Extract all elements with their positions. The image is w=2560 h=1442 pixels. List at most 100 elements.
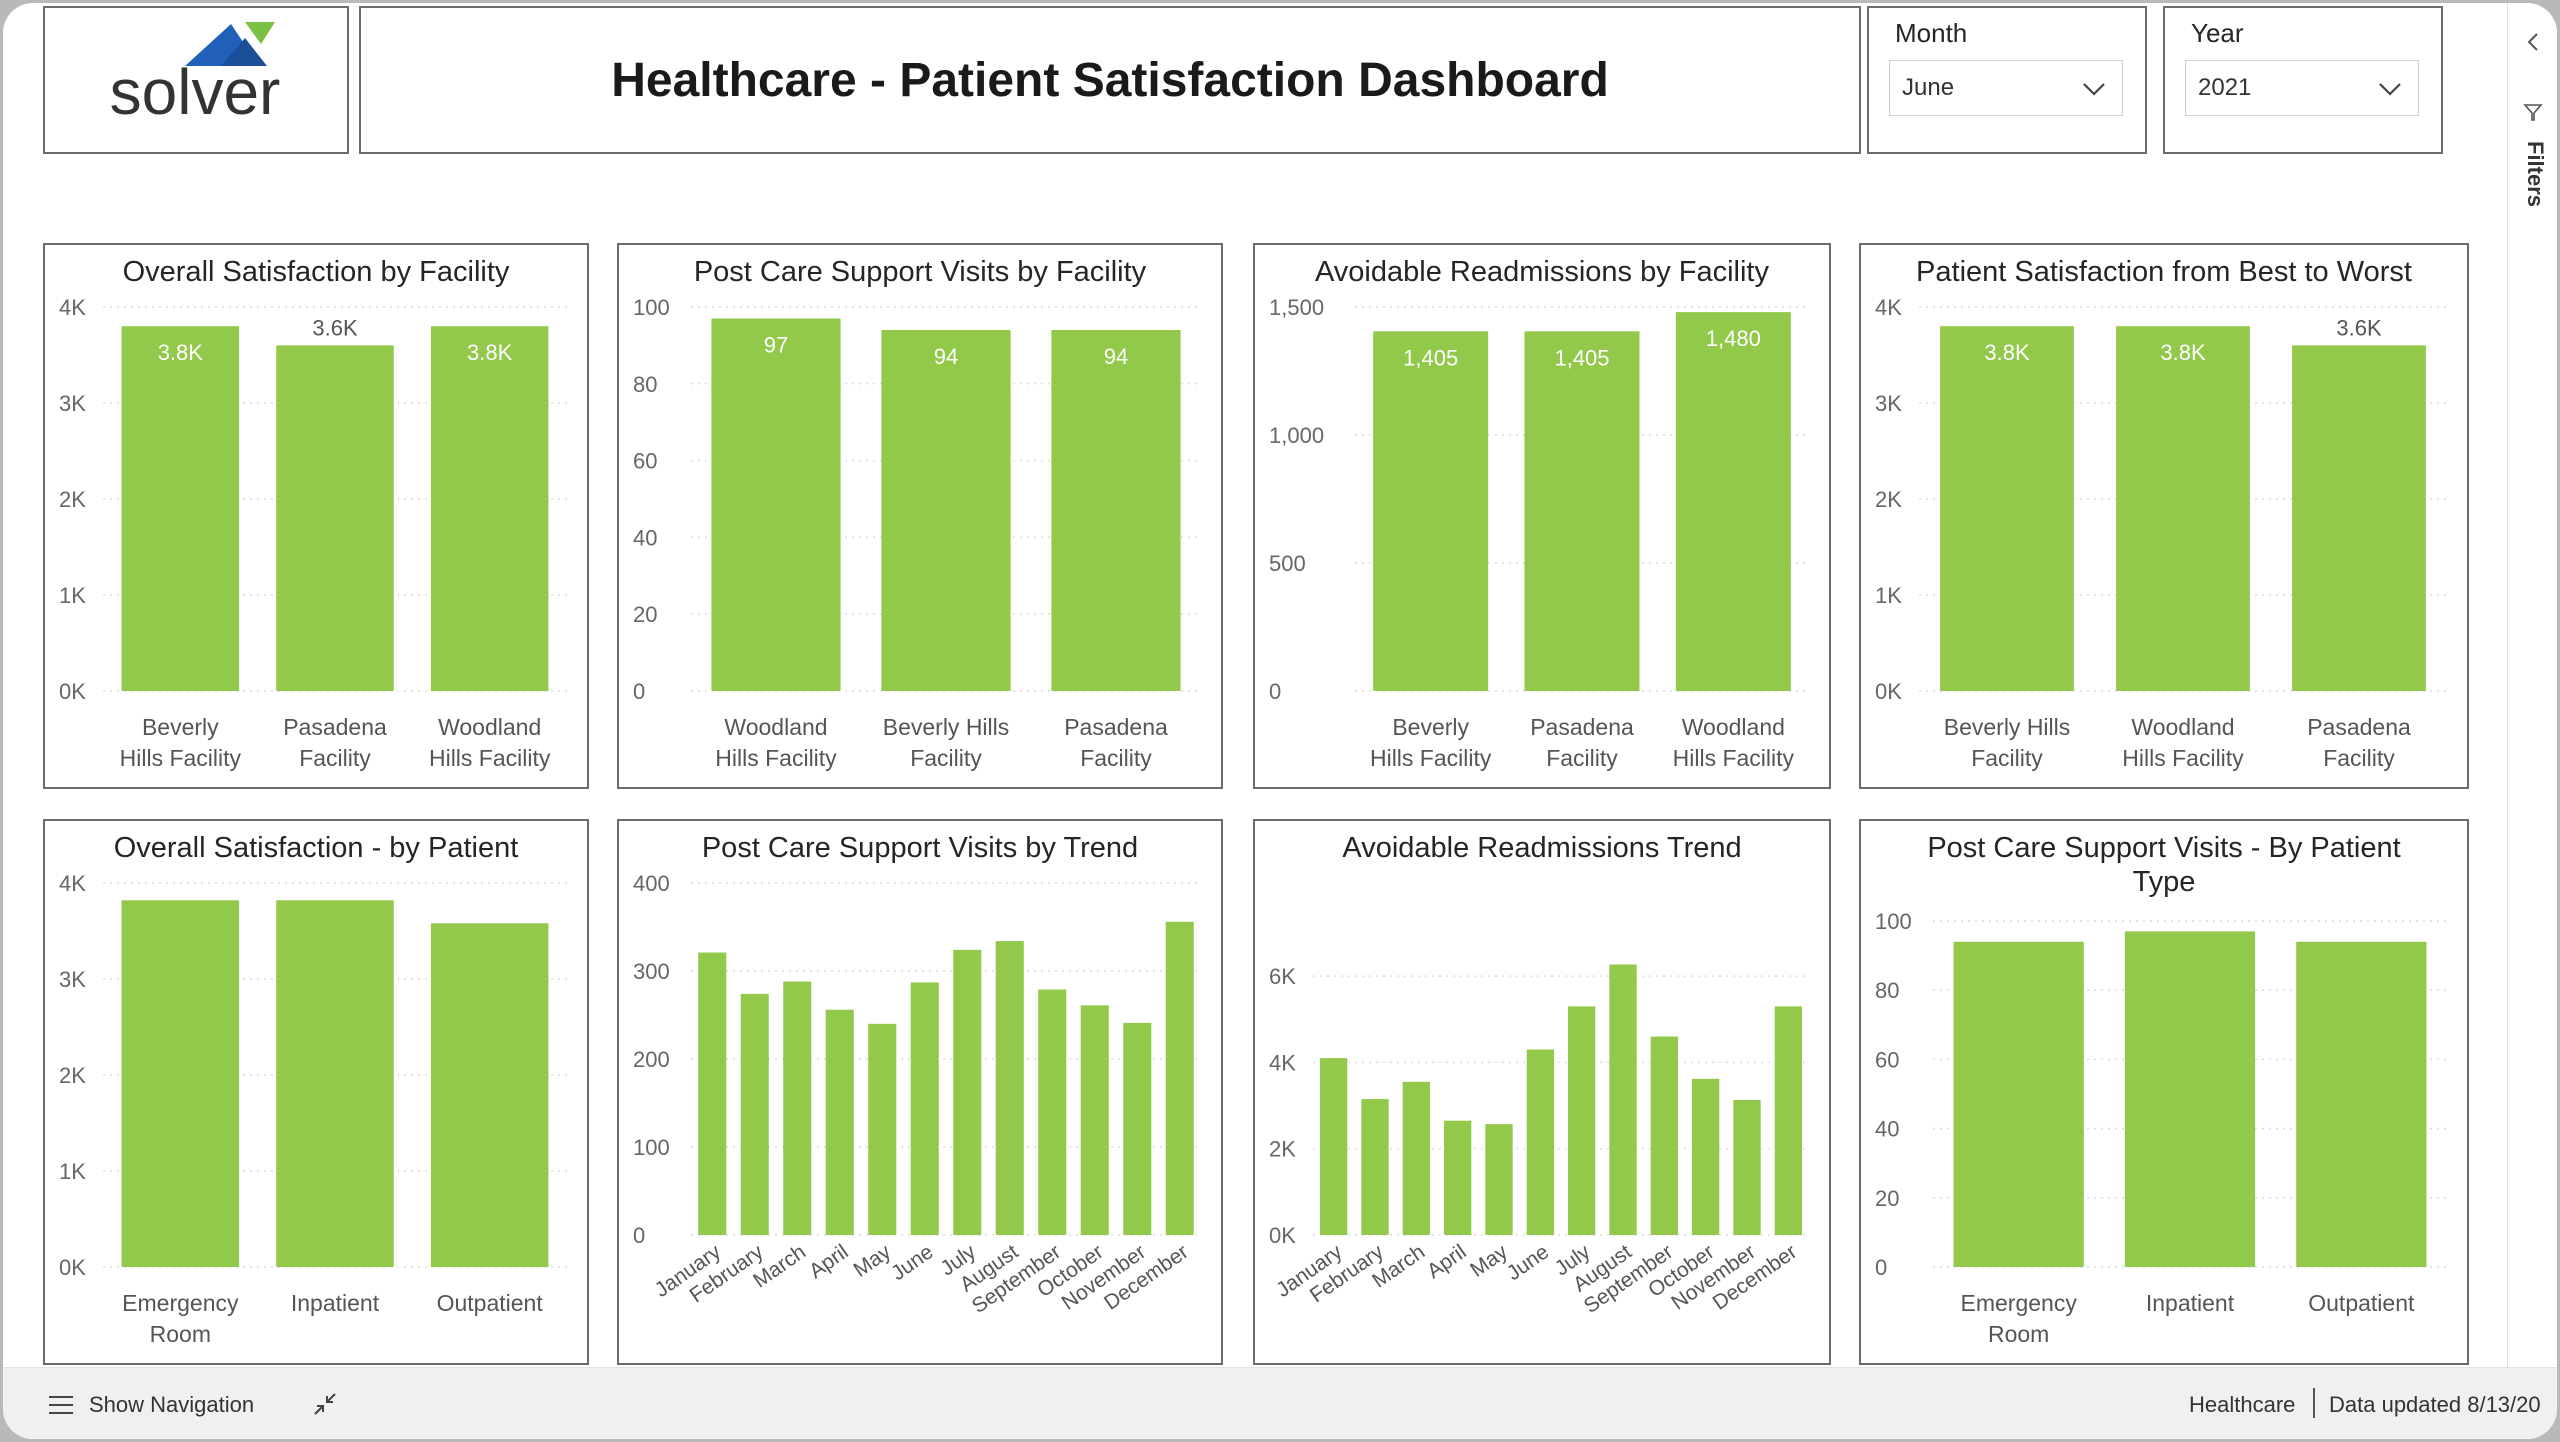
y-tick-label: 2K [1269,1137,1296,1162]
chart-title: Avoidable Readmissions by Facility [1315,256,1770,288]
y-tick-label: 0 [633,1223,645,1248]
x-tick-label: Room [1988,1321,2049,1347]
y-tick-label: 40 [633,525,657,550]
y-tick-label: 40 [1875,1117,1899,1142]
x-tick-label: Hills Facility [1370,745,1492,771]
month-slicer-label: Month [1895,18,1968,48]
bar-beverly-hills-facility [1940,326,2074,691]
y-tick-label: 200 [633,1047,670,1072]
y-tick-label: 2K [59,487,86,512]
data-label: 97 [764,333,788,358]
y-tick-label: 100 [633,1135,670,1160]
month-dropdown[interactable]: June [1889,60,2123,116]
x-tick-label: June [1503,1240,1554,1285]
x-tick-label: Beverly [1392,714,1469,740]
x-tick-label: April [805,1240,853,1283]
data-label: 3.8K [1984,340,2030,365]
x-tick-label: Pasadena [1064,714,1168,740]
bar-january [698,952,727,1235]
chart-avoidable-readmissions-trend[interactable]: Avoidable Readmissions Trend 0K 2K 4K 6K Janu… [1253,819,1831,1365]
logo-text: solver [110,56,281,128]
y-tick-label: 1K [1875,583,1902,608]
x-tick-label: Emergency [122,1290,239,1316]
year-dropdown[interactable]: 2021 [2185,60,2419,116]
bar-pasadena-facility [2292,345,2426,691]
bar-woodland-hills-facility [2116,326,2250,691]
dashboard-frame: solver Healthcare - Patient Satisfaction… [3,3,2557,1439]
filters-pane[interactable]: Filters [2507,3,2557,1367]
chart-overall-satisfaction-by-facility[interactable]: Overall Satisfaction by Facility 0K 1K 2K 3K… [43,243,589,789]
hamburger-menu-icon[interactable] [47,1394,75,1416]
chart-post-care-visits-by-patient-type[interactable]: Post Care Support Visits - By Patient Typ… [1859,819,2469,1365]
title-box: Healthcare - Patient Satisfaction Dashbo… [359,6,1861,154]
x-tick-label: Facility [910,745,982,771]
bar-woodland-hills-facility [711,318,841,691]
chevron-down-icon [2083,83,2105,96]
y-tick-label: 80 [1875,978,1899,1003]
chart-satisfaction-best-to-worst[interactable]: Patient Satisfaction from Best to Worst 0… [1859,243,2469,789]
y-tick-label: 3K [1875,391,1902,416]
y-tick-label: 0K [59,679,86,704]
bar-september [1650,1036,1678,1235]
y-tick-label: 0 [633,679,645,704]
chart-post-care-visits-by-facility[interactable]: Post Care Support Visits by Facility 0 20 4… [617,243,1223,789]
filters-label: Filters [2523,141,2548,208]
year-slicer: Year 2021 [2163,6,2443,154]
x-tick-label: Inpatient [2146,1290,2235,1316]
y-tick-label: 4K [59,295,86,320]
data-label: 3.8K [158,340,204,365]
bar-april [1444,1120,1472,1235]
bar-may [868,1023,897,1235]
bar-august [1609,964,1637,1235]
collapse-chevron-icon[interactable] [2522,31,2544,53]
bar-march [783,981,812,1235]
bar-emergency-room [121,900,240,1267]
data-label: 94 [934,344,958,369]
chart-post-care-visits-trend[interactable]: Post Care Support Visits by Trend 0 100 200… [617,819,1223,1365]
data-label: 1,405 [1403,345,1458,370]
x-tick-label: Beverly Hills [1944,714,2071,740]
x-tick-label: Woodland [1682,714,1785,740]
bar-april [825,1009,854,1235]
bar-beverly-hills-facility [121,326,240,691]
bar-outpatient [430,923,549,1267]
y-tick-label: 3K [59,391,86,416]
bar-june [1526,1049,1554,1235]
chart-avoidable-readmissions-by-facility[interactable]: Avoidable Readmissions by Facility 0 500 1,… [1253,243,1831,789]
separator [2313,1388,2315,1418]
bar-beverly-hills-facility [881,330,1011,691]
data-label: 3.8K [2160,340,2206,365]
y-tick-label: 1,500 [1269,295,1324,320]
x-tick-label: Emergency [1961,1290,2078,1316]
y-tick-label: 20 [633,602,657,627]
month-dropdown-value: June [1902,74,1955,101]
x-tick-label: Inpatient [291,1290,380,1316]
y-tick-label: 0K [1875,679,1902,704]
chart-title: Post Care Support Visits by Facility [694,256,1147,288]
y-tick-label: 400 [633,871,670,896]
x-tick-label: April [1423,1240,1471,1283]
x-tick-label: Room [150,1321,211,1347]
x-tick-label: Beverly [142,714,219,740]
bar-june [910,982,939,1235]
data-label: 3.6K [2336,315,2382,340]
y-tick-label: 2K [1875,487,1902,512]
y-tick-label: 20 [1875,1186,1899,1211]
y-tick-label: 2K [59,1063,86,1088]
x-tick-label: May [1466,1240,1512,1282]
collapse-arrows-icon[interactable] [311,1390,339,1418]
chart-overall-satisfaction-by-patient[interactable]: Overall Satisfaction - by Patient 0K 1K 2K 3… [43,819,589,1365]
chart-title: Type [2133,866,2196,898]
chart-title: Overall Satisfaction - by Patient [114,832,519,864]
y-tick-label: 0 [1269,679,1281,704]
x-tick-label: Facility [1546,745,1618,771]
x-tick-label: Outpatient [437,1290,544,1316]
x-tick-label: Outpatient [2308,1290,2415,1316]
y-tick-label: 3K [59,967,86,992]
show-navigation-button[interactable]: Show Navigation [89,1392,255,1417]
x-tick-label: Woodland [724,714,827,740]
x-tick-label: Pasadena [283,714,387,740]
x-tick-label: Beverly Hills [883,714,1010,740]
data-label: 3.8K [467,340,513,365]
y-tick-label: 60 [1875,1047,1899,1072]
